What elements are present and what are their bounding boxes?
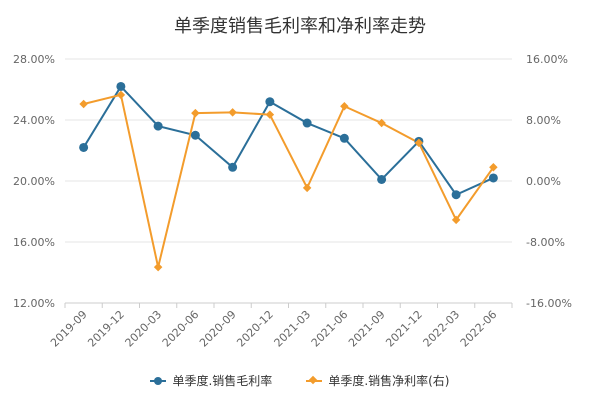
left-axis-labels: 28.00% 24.00% 20.00% 16.00% 12.00%: [13, 53, 55, 310]
data-point[interactable]: [228, 108, 237, 117]
x-axis-tick: 2021-06: [309, 308, 351, 350]
data-point[interactable]: [302, 118, 312, 128]
data-point[interactable]: [414, 138, 424, 148]
left-axis-tick: 20.00%: [13, 175, 55, 188]
data-point[interactable]: [228, 162, 238, 172]
x-axis-tick: 2020-03: [123, 308, 165, 350]
left-axis-tick: 12.00%: [13, 297, 55, 310]
right-axis-tick: 16.00%: [526, 53, 568, 66]
data-point[interactable]: [265, 97, 275, 107]
x-axis-tick: 2020-12: [234, 308, 276, 350]
x-axis-tick: 2021-09: [346, 308, 388, 350]
data-point[interactable]: [489, 163, 498, 172]
x-axis-tick: 2019-09: [48, 308, 90, 350]
x-axis-tick: 2022-06: [458, 308, 500, 350]
series-line: [83, 93, 495, 268]
right-axis-tick: 8.00%: [526, 114, 561, 127]
data-point[interactable]: [377, 118, 386, 128]
data-point[interactable]: [339, 133, 349, 143]
data-point[interactable]: [191, 108, 200, 118]
data-point[interactable]: [116, 81, 126, 91]
x-axis-tick: 2021-12: [383, 308, 425, 350]
legend-item-gross-margin[interactable]: 单季度.销售毛利率: [150, 372, 272, 389]
series-lines: [79, 81, 498, 272]
x-axis-tick: 2020-09: [197, 308, 239, 350]
x-axis-tick: 2019-12: [85, 308, 127, 350]
data-point[interactable]: [451, 190, 461, 200]
right-axis-tick: 0.00%: [526, 175, 561, 188]
legend-label: 单季度.销售净利率(右): [328, 374, 450, 388]
data-point[interactable]: [451, 215, 461, 225]
right-axis-tick: -16.00%: [526, 297, 572, 310]
right-axis-labels: 16.00% 8.00% 0.00% -8.00% -16.00%: [526, 53, 572, 310]
data-point[interactable]: [265, 110, 275, 119]
data-point[interactable]: [79, 99, 88, 109]
circle-marker-icon: [150, 376, 167, 385]
data-point[interactable]: [340, 102, 349, 111]
chart-title: 单季度销售毛利率和净利率走势: [174, 16, 426, 37]
data-point[interactable]: [302, 183, 312, 193]
left-axis-tick: 28.00%: [13, 53, 55, 66]
x-axis-tick: 2020-06: [160, 308, 202, 350]
data-point[interactable]: [116, 90, 126, 100]
left-axis-tick: 24.00%: [13, 114, 55, 127]
data-point[interactable]: [377, 174, 387, 184]
x-axis-tick: 2022-03: [421, 308, 463, 350]
x-axis-tick: 2021-03: [272, 308, 314, 350]
data-point[interactable]: [153, 121, 163, 131]
legend-item-net-margin[interactable]: 单季度.销售净利率(右): [306, 372, 450, 389]
series-line: [82, 84, 494, 196]
legend-label: 单季度.销售毛利率: [172, 374, 273, 388]
data-point[interactable]: [190, 130, 200, 140]
right-axis-tick: -8.00%: [526, 236, 565, 249]
x-axis: 2019-092019-122020-032020-062020-092020-…: [48, 302, 513, 350]
legend: 单季度.销售毛利率 单季度.销售净利率(右): [0, 372, 600, 389]
data-point[interactable]: [79, 142, 89, 152]
diamond-marker-icon: [306, 375, 323, 385]
data-point[interactable]: [153, 262, 163, 272]
data-point[interactable]: [488, 173, 498, 183]
left-axis-tick: 16.00%: [13, 236, 55, 249]
